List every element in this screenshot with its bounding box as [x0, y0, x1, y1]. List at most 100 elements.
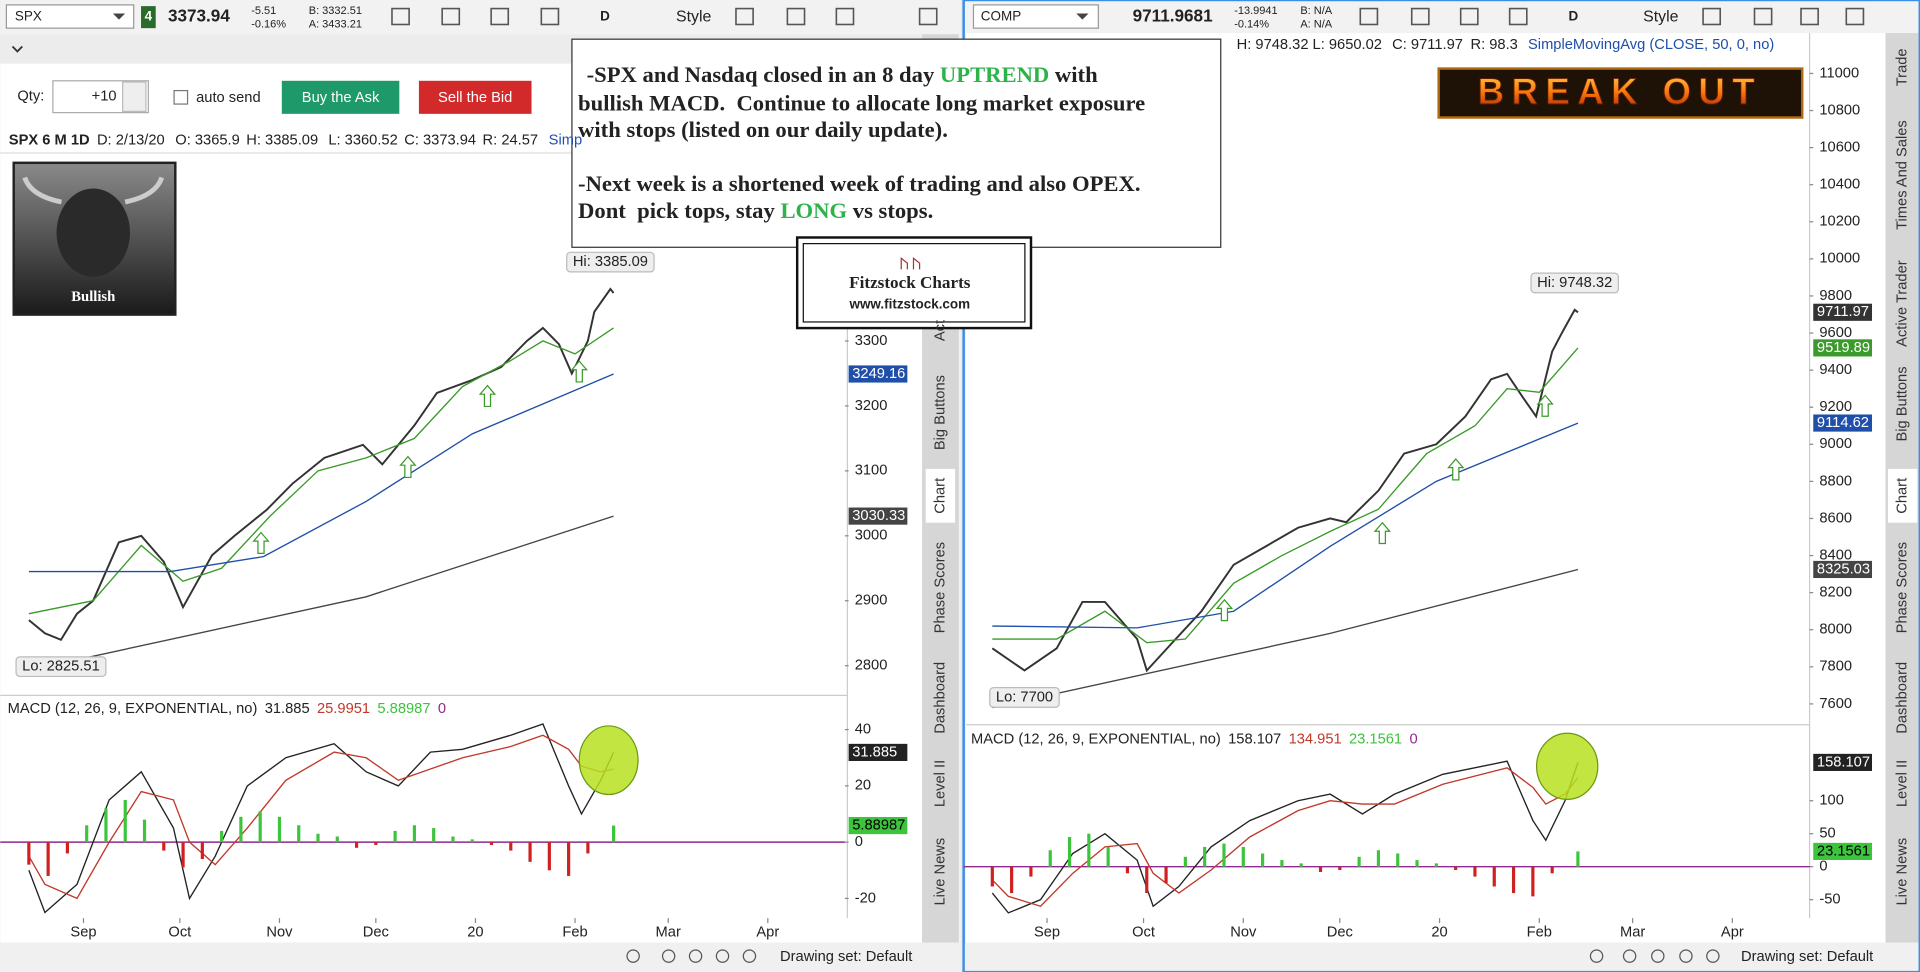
- side-tab[interactable]: Dashboard: [1894, 662, 1910, 734]
- banner: [1437, 67, 1804, 119]
- sell-button[interactable]: [418, 80, 532, 114]
- y-tick-label: 11000: [1819, 65, 1859, 81]
- toolbar-icon[interactable]: [1508, 7, 1528, 26]
- side-tab[interactable]: Dashboard: [932, 662, 948, 734]
- drawing-set[interactable]: Drawing set: Default: [1741, 949, 1873, 965]
- side-tab[interactable]: Trade: [1894, 48, 1910, 86]
- study-value: 134.951: [1289, 731, 1342, 747]
- histogram-bar: [142, 819, 147, 843]
- side-tab[interactable]: Level II: [932, 760, 948, 807]
- histogram-bar: [297, 825, 301, 843]
- auto-send-checkbox[interactable]: [173, 89, 189, 105]
- side-tab[interactable]: Level II: [1894, 760, 1910, 807]
- y-tick-label: 8800: [1819, 473, 1852, 489]
- style-menu[interactable]: Style: [1643, 8, 1679, 25]
- y-tick-label: 3200: [855, 398, 888, 414]
- side-tab[interactable]: Phase Scores: [1894, 542, 1910, 633]
- note-text: -SPX and Nasdaq closed in an 8 day: [587, 62, 940, 87]
- price-tag-label: 9114.62: [1817, 415, 1869, 431]
- annotation-box: [15, 656, 107, 678]
- footer-icon[interactable]: [742, 949, 757, 963]
- y-tick-label: 10800: [1819, 102, 1860, 118]
- x-tick-label: 20: [1431, 925, 1447, 941]
- histogram-bar: [335, 836, 339, 843]
- x-tick-label: Mar: [656, 925, 681, 941]
- histogram-bar: [1338, 866, 1342, 870]
- footer-icon[interactable]: [661, 949, 676, 963]
- dropdown-arrow[interactable]: [1076, 13, 1089, 20]
- side-tab[interactable]: Times And Sales: [1894, 120, 1910, 230]
- style-menu[interactable]: Style: [676, 8, 712, 25]
- toolbar-icon[interactable]: [1753, 7, 1773, 26]
- symbol-input[interactable]: [972, 4, 1099, 29]
- toolbar-icon[interactable]: [786, 7, 806, 26]
- histogram-bar: [451, 836, 455, 843]
- collapse-chevron[interactable]: [11, 45, 23, 53]
- footer-icon[interactable]: [1651, 949, 1665, 963]
- footer-icon[interactable]: [626, 949, 640, 963]
- side-tab[interactable]: Act: [932, 320, 948, 341]
- toolbar-icon[interactable]: [1845, 7, 1865, 26]
- toolbar-icon[interactable]: [540, 7, 560, 26]
- footer-icon[interactable]: [1679, 949, 1693, 963]
- side-tab[interactable]: Chart: [932, 478, 948, 514]
- chart-header: R: 98.3: [1470, 37, 1517, 53]
- price-tag: [1813, 560, 1873, 579]
- buy-button[interactable]: [281, 80, 400, 114]
- symbol-input[interactable]: [5, 4, 135, 29]
- period[interactable]: D: [1568, 9, 1578, 24]
- x-tick-label: Apr: [1721, 925, 1744, 941]
- histogram-bar: [1203, 846, 1207, 867]
- histogram-bar: [412, 825, 416, 843]
- histogram-bar: [990, 866, 994, 887]
- toolbar-icon[interactable]: [1800, 7, 1819, 26]
- toolbar-icon[interactable]: [1359, 7, 1379, 26]
- histogram-bar: [200, 842, 204, 860]
- histogram-bar: [1261, 853, 1265, 867]
- side-tab[interactable]: Live News: [932, 838, 948, 906]
- histogram-bar: [528, 842, 532, 862]
- toolbar-icon[interactable]: [441, 7, 461, 26]
- side-tab[interactable]: Phase Scores: [932, 542, 948, 633]
- histogram-bar: [1376, 850, 1381, 867]
- footer-icon[interactable]: [688, 949, 703, 963]
- toolbar-icon[interactable]: [1702, 7, 1722, 26]
- drawing-set[interactable]: Drawing set: Default: [780, 949, 912, 965]
- x-tick-label: Oct: [168, 925, 191, 941]
- side-tab[interactable]: Big Buttons: [932, 375, 948, 450]
- note-text: bullish MACD. Continue to allocate long …: [578, 90, 1145, 115]
- y-tick-label: 9400: [1819, 362, 1852, 378]
- side-tab[interactable]: Live News: [1894, 838, 1910, 906]
- bid: B: N/A: [1300, 5, 1332, 17]
- toolbar-icon[interactable]: [835, 7, 855, 26]
- toolbar-icon[interactable]: [918, 7, 938, 26]
- chart-header: Simp: [549, 133, 582, 149]
- side-tab[interactable]: Big Buttons: [1894, 366, 1910, 441]
- toolbar-icon[interactable]: [735, 7, 754, 26]
- price-tag-label: 158.107: [1817, 754, 1870, 770]
- histogram-bar: [1067, 837, 1072, 867]
- histogram-bar: [316, 833, 320, 843]
- footer-icon[interactable]: [715, 949, 730, 963]
- footer-icon[interactable]: [1589, 949, 1604, 963]
- dropdown-arrow[interactable]: [112, 13, 126, 20]
- toolbar-icon[interactable]: [1410, 7, 1430, 26]
- side-tab[interactable]: Chart: [1894, 478, 1910, 514]
- toolbar-icon[interactable]: [391, 7, 410, 26]
- note-line: Dont pick tops, stay LONG vs stops.: [578, 198, 933, 223]
- y-tick-label: 2800: [855, 658, 888, 674]
- bull-shape: [56, 188, 131, 277]
- y-tick-label: 9600: [1819, 325, 1852, 341]
- side-tab[interactable]: Active Trader: [1894, 260, 1910, 347]
- series-line: [28, 327, 614, 615]
- study-header: MACD (12, 26, 9, EXPONENTIAL, no) 158.107…: [971, 731, 1418, 747]
- histogram-bar: [1222, 843, 1226, 867]
- period[interactable]: D: [600, 9, 610, 24]
- toolbar-icon[interactable]: [1459, 7, 1479, 26]
- footer-icon[interactable]: [1706, 949, 1720, 963]
- series-line: [992, 422, 1579, 629]
- toolbar-icon[interactable]: [490, 7, 510, 26]
- chart-header: H: 3385.09: [246, 133, 318, 149]
- footer-icon[interactable]: [1622, 949, 1637, 963]
- qty-spinner[interactable]: [122, 81, 147, 113]
